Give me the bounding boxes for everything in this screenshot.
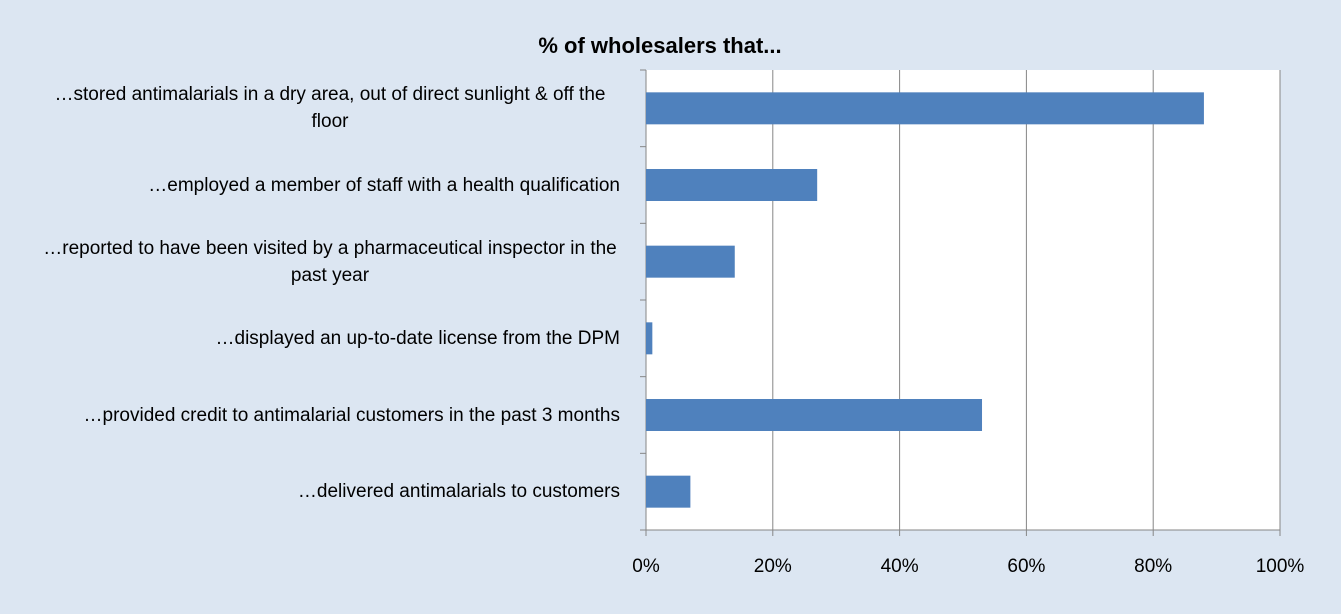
category-label-box: …displayed an up-to-date license from th… [20, 303, 620, 373]
x-tick-label: 100% [1256, 556, 1305, 577]
x-tick-label: 20% [754, 556, 792, 577]
bar [646, 399, 983, 431]
y-tick-label: …provided credit to antimalarial custome… [83, 404, 620, 426]
bar [646, 92, 1204, 125]
category-label-box: …stored antimalarials in a dry area, out… [20, 73, 620, 143]
x-tick-label: 0% [632, 556, 660, 577]
x-tick-label: 80% [1134, 556, 1172, 577]
y-tick-label: …reported to have been visited by a phar… [43, 237, 617, 286]
category-label-box: …delivered antimalarials to customers [20, 457, 620, 527]
y-tick-label: …employed a member of staff with a healt… [148, 174, 620, 196]
y-tick-label: …stored antimalarials in a dry area, out… [54, 84, 606, 133]
chart-title: % of wholesalers that... [538, 33, 781, 58]
y-tick-label: …delivered antimalarials to customers [297, 481, 620, 503]
bar [646, 169, 818, 201]
bar [646, 475, 691, 508]
bar [646, 245, 735, 278]
category-label-box: …employed a member of staff with a healt… [20, 150, 620, 220]
x-tick-label: 60% [1007, 556, 1045, 577]
bar [646, 322, 653, 355]
category-label-box: …provided credit to antimalarial custome… [20, 380, 620, 450]
plot-area [646, 70, 1280, 530]
y-tick-label: …displayed an up-to-date license from th… [215, 327, 620, 349]
x-tick-label: 40% [881, 556, 919, 577]
category-label-box: …reported to have been visited by a phar… [20, 227, 620, 297]
